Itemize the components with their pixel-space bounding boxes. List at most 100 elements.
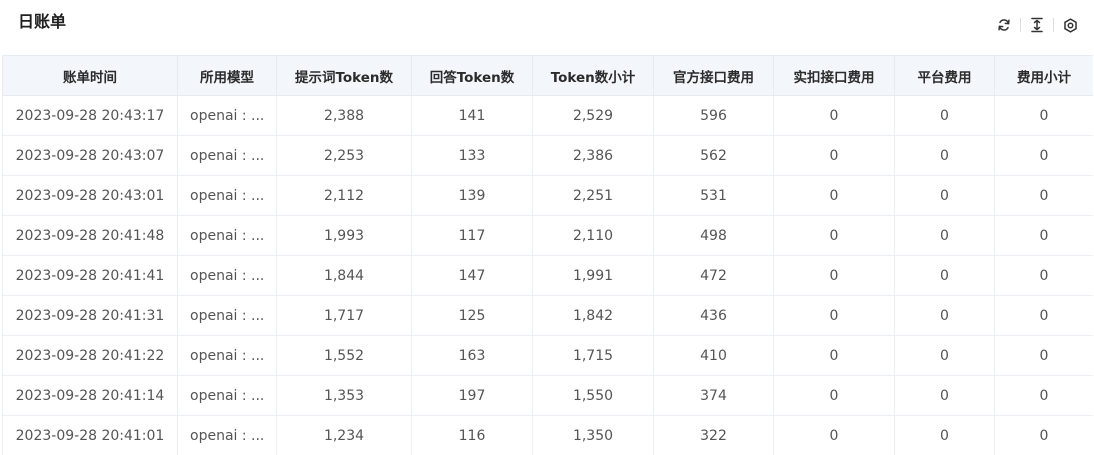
column-header-platform-fee[interactable]: 平台费用 <box>894 55 995 96</box>
column-header-bill-time[interactable]: 账单时间 <box>2 55 178 96</box>
cell-bill-time: 2023-09-28 20:41:22 <box>2 335 178 376</box>
cell-token-subtotal: 1,842 <box>532 295 654 336</box>
cell-platform-fee: 0 <box>894 295 995 336</box>
cell-bill-time: 2023-09-28 20:41:48 <box>2 215 178 256</box>
cell-answer-tokens: 117 <box>411 215 533 256</box>
cell-fee-subtotal: 0 <box>994 135 1093 176</box>
cell-prompt-tokens: 2,253 <box>276 135 412 176</box>
cell-model[interactable]: openai : ... <box>177 415 277 455</box>
cell-fee-subtotal: 0 <box>994 215 1093 256</box>
cell-model[interactable]: openai : ... <box>177 215 277 256</box>
cell-actual-api-fee: 0 <box>773 295 895 336</box>
table-row[interactable]: 2023-09-28 20:43:07 openai : ... 2,253 1… <box>2 135 1093 176</box>
cell-official-api-fee: 410 <box>653 335 774 376</box>
cell-model[interactable]: openai : ... <box>177 375 277 416</box>
cell-prompt-tokens: 1,552 <box>276 335 412 376</box>
cell-actual-api-fee: 0 <box>773 375 895 416</box>
cell-platform-fee: 0 <box>894 135 995 176</box>
cell-official-api-fee: 436 <box>653 295 774 336</box>
table-row[interactable]: 2023-09-28 20:41:48 openai : ... 1,993 1… <box>2 215 1093 256</box>
cell-official-api-fee: 322 <box>653 415 774 455</box>
column-height-icon <box>1031 17 1043 33</box>
column-header-fee-subtotal[interactable]: 费用小计 <box>994 55 1093 96</box>
cell-official-api-fee: 374 <box>653 375 774 416</box>
cell-bill-time: 2023-09-28 20:43:17 <box>2 95 178 136</box>
cell-actual-api-fee: 0 <box>773 175 895 216</box>
cell-token-subtotal: 1,715 <box>532 335 654 376</box>
table-header-row: 账单时间 所用模型 提示词Token数 回答Token数 Token数小计 官方… <box>2 55 1093 96</box>
cell-answer-tokens: 163 <box>411 335 533 376</box>
cell-platform-fee: 0 <box>894 175 995 216</box>
cell-platform-fee: 0 <box>894 415 995 455</box>
column-header-model[interactable]: 所用模型 <box>177 55 277 96</box>
column-settings-button[interactable] <box>1060 15 1080 35</box>
cell-model[interactable]: openai : ... <box>177 335 277 376</box>
cell-platform-fee: 0 <box>894 95 995 136</box>
table-row[interactable]: 2023-09-28 20:41:31 openai : ... 1,717 1… <box>2 295 1093 336</box>
cell-token-subtotal: 2,386 <box>532 135 654 176</box>
cell-answer-tokens: 139 <box>411 175 533 216</box>
column-header-token-subtotal[interactable]: Token数小计 <box>532 55 654 96</box>
cell-token-subtotal: 1,991 <box>532 255 654 296</box>
settings-icon <box>1063 17 1077 33</box>
cell-actual-api-fee: 0 <box>773 415 895 455</box>
table-toolbar <box>994 15 1080 35</box>
cell-actual-api-fee: 0 <box>773 215 895 256</box>
cell-actual-api-fee: 0 <box>773 255 895 296</box>
column-header-prompt-tokens[interactable]: 提示词Token数 <box>276 55 412 96</box>
row-density-button[interactable] <box>1027 15 1047 35</box>
cell-platform-fee: 0 <box>894 335 995 376</box>
table-row[interactable]: 2023-09-28 20:41:14 openai : ... 1,353 1… <box>2 375 1093 416</box>
cell-prompt-tokens: 1,234 <box>276 415 412 455</box>
cell-official-api-fee: 498 <box>653 215 774 256</box>
cell-model[interactable]: openai : ... <box>177 175 277 216</box>
cell-platform-fee: 0 <box>894 255 995 296</box>
cell-token-subtotal: 1,350 <box>532 415 654 455</box>
bill-table-container[interactable]: 账单时间 所用模型 提示词Token数 回答Token数 Token数小计 官方… <box>2 55 1093 455</box>
cell-actual-api-fee: 0 <box>773 95 895 136</box>
cell-official-api-fee: 531 <box>653 175 774 216</box>
cell-fee-subtotal: 0 <box>994 295 1093 336</box>
refresh-icon <box>998 19 1010 31</box>
page-title: 日账单 <box>18 12 67 31</box>
cell-bill-time: 2023-09-28 20:41:41 <box>2 255 178 296</box>
refresh-button[interactable] <box>994 15 1014 35</box>
cell-official-api-fee: 562 <box>653 135 774 176</box>
cell-bill-time: 2023-09-28 20:43:07 <box>2 135 178 176</box>
cell-bill-time: 2023-09-28 20:41:31 <box>2 295 178 336</box>
cell-fee-subtotal: 0 <box>994 95 1093 136</box>
cell-model[interactable]: openai : ... <box>177 295 277 336</box>
cell-model[interactable]: openai : ... <box>177 95 277 136</box>
cell-answer-tokens: 125 <box>411 295 533 336</box>
cell-prompt-tokens: 1,993 <box>276 215 412 256</box>
cell-fee-subtotal: 0 <box>994 255 1093 296</box>
cell-prompt-tokens: 1,717 <box>276 295 412 336</box>
column-header-official-api-fee[interactable]: 官方接口费用 <box>653 55 774 96</box>
cell-bill-time: 2023-09-28 20:43:01 <box>2 175 178 216</box>
table-row[interactable]: 2023-09-28 20:41:41 openai : ... 1,844 1… <box>2 255 1093 296</box>
table-row[interactable]: 2023-09-28 20:43:17 openai : ... 2,388 1… <box>2 95 1093 136</box>
table-row[interactable]: 2023-09-28 20:41:22 openai : ... 1,552 1… <box>2 335 1093 376</box>
cell-token-subtotal: 1,550 <box>532 375 654 416</box>
table-row[interactable]: 2023-09-28 20:43:01 openai : ... 2,112 1… <box>2 175 1093 216</box>
cell-actual-api-fee: 0 <box>773 335 895 376</box>
cell-answer-tokens: 197 <box>411 375 533 416</box>
column-header-answer-tokens[interactable]: 回答Token数 <box>411 55 533 96</box>
cell-prompt-tokens: 1,844 <box>276 255 412 296</box>
cell-model[interactable]: openai : ... <box>177 255 277 296</box>
cell-prompt-tokens: 1,353 <box>276 375 412 416</box>
cell-prompt-tokens: 2,112 <box>276 175 412 216</box>
cell-prompt-tokens: 2,388 <box>276 95 412 136</box>
cell-model[interactable]: openai : ... <box>177 135 277 176</box>
column-header-actual-api-fee[interactable]: 实扣接口费用 <box>773 55 895 96</box>
toolbar-divider <box>1053 18 1054 32</box>
cell-answer-tokens: 141 <box>411 95 533 136</box>
cell-answer-tokens: 116 <box>411 415 533 455</box>
cell-token-subtotal: 2,110 <box>532 215 654 256</box>
cell-platform-fee: 0 <box>894 375 995 416</box>
toolbar-divider <box>1020 18 1021 32</box>
bill-table: 账单时间 所用模型 提示词Token数 回答Token数 Token数小计 官方… <box>2 55 1093 455</box>
cell-fee-subtotal: 0 <box>994 375 1093 416</box>
table-row[interactable]: 2023-09-28 20:41:01 openai : ... 1,234 1… <box>2 415 1093 455</box>
page-header: 日账单 <box>0 0 1094 50</box>
